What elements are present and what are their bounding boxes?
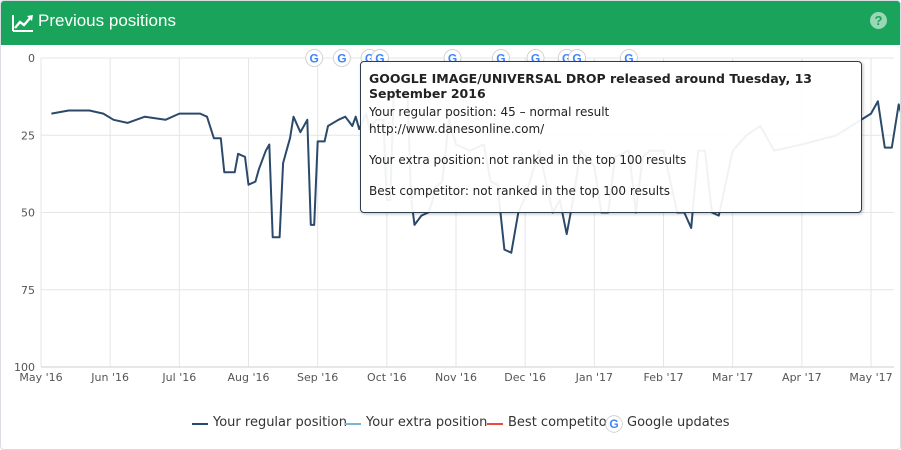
trend-line-icon bbox=[12, 15, 33, 32]
svg-text:G: G bbox=[337, 51, 346, 65]
y-tick-label: 50 bbox=[21, 207, 35, 220]
legend-competitor-label: Best competitor bbox=[508, 415, 613, 430]
y-tick-label: 0 bbox=[28, 52, 35, 65]
panel-title: Previous positions bbox=[38, 11, 176, 30]
x-tick-label: Dec '16 bbox=[504, 371, 546, 384]
x-tick-label: May '17 bbox=[849, 371, 892, 384]
x-tick-label: Sep '16 bbox=[297, 371, 338, 384]
y-tick-label: 75 bbox=[21, 284, 35, 297]
x-tick-label: Jul '16 bbox=[161, 371, 196, 384]
legend-updates-label: Google updates bbox=[627, 415, 730, 430]
legend-competitor-swatch bbox=[487, 423, 503, 425]
legend-regular-swatch bbox=[192, 423, 208, 425]
svg-text:G: G bbox=[448, 51, 457, 65]
svg-text:G: G bbox=[609, 417, 618, 431]
svg-text:G: G bbox=[572, 51, 581, 65]
x-tick-label: Oct '16 bbox=[367, 371, 407, 384]
tooltip-best-competitor: Best competitor: not ranked in the top 1… bbox=[369, 184, 671, 198]
legend-extra-swatch bbox=[345, 423, 361, 425]
google-g-icon: G bbox=[605, 415, 623, 433]
x-tick-label: Mar '17 bbox=[712, 371, 753, 384]
x-tick-label: Aug '16 bbox=[228, 371, 270, 384]
legend-extra-label: Your extra position bbox=[366, 415, 488, 430]
google-update-marker[interactable]: G bbox=[305, 49, 324, 67]
svg-text:G: G bbox=[562, 51, 571, 65]
x-tick-label: Nov '16 bbox=[435, 371, 477, 384]
tooltip-extra-position: Your extra position: not ranked in the t… bbox=[369, 153, 687, 167]
x-tick-label: May '16 bbox=[19, 371, 62, 384]
svg-text:G: G bbox=[531, 51, 540, 65]
legend-regular-label: Your regular position bbox=[213, 415, 347, 430]
chart-tooltip: GOOGLE IMAGE/UNIVERSAL DROP released aro… bbox=[360, 61, 862, 213]
svg-text:G: G bbox=[496, 51, 505, 65]
tooltip-url: http://www.danesonline.com/ bbox=[369, 122, 545, 136]
google-update-marker[interactable]: G bbox=[332, 49, 351, 67]
panel-header: Previous positions ? bbox=[1, 1, 900, 45]
x-tick-label: Jan '17 bbox=[575, 371, 613, 384]
x-tick-label: Feb '17 bbox=[644, 371, 684, 384]
svg-text:G: G bbox=[310, 51, 319, 65]
help-icon[interactable]: ? bbox=[870, 12, 887, 29]
svg-text:G: G bbox=[365, 51, 374, 65]
tooltip-regular-position: Your regular position: 45 – normal resul… bbox=[369, 105, 610, 119]
x-tick-label: Apr '17 bbox=[782, 371, 822, 384]
svg-text:G: G bbox=[375, 51, 384, 65]
x-tick-label: Jun '16 bbox=[90, 371, 129, 384]
tooltip-title: GOOGLE IMAGE/UNIVERSAL DROP released aro… bbox=[369, 71, 812, 101]
svg-text:G: G bbox=[624, 51, 633, 65]
y-tick-label: 25 bbox=[21, 129, 35, 142]
y-tick-label: 100 bbox=[14, 361, 35, 374]
